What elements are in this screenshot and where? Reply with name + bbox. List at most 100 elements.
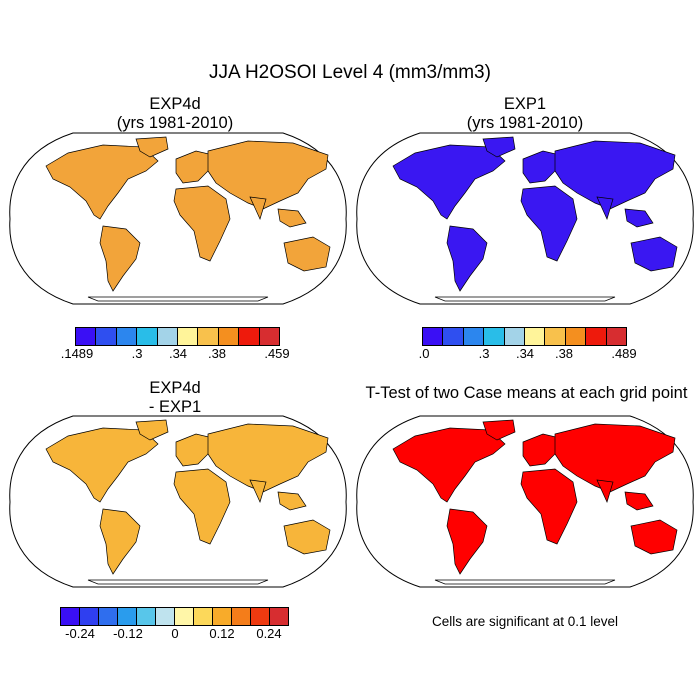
colorbar-swatch-2 [99,608,118,625]
continent-africa [173,468,231,545]
colorbar-swatch-6 [198,328,219,345]
continent-asia [554,140,676,210]
map-panel-d [356,415,694,588]
continent-india [596,479,614,503]
colorbar-b-tick: .489 [611,346,637,361]
colorbar-swatch-0 [61,608,80,625]
colorbar-swatch-5 [156,608,175,625]
continent-africa [520,468,578,545]
continent-southeast-asia [624,491,654,511]
colorbar-swatch-3 [118,608,137,625]
map-panel-b [356,132,694,305]
colorbar-swatch-3 [484,328,505,345]
colorbar-swatch-7 [218,328,240,345]
land-fill-c [45,419,331,585]
continent-south-america [446,508,488,575]
panel-b-title-line2: (yrs 1981-2010) [466,114,584,132]
continent-north-america [45,144,159,220]
continent-antarctica-strip [434,579,616,585]
colorbar-a-tick: .1489 [60,346,94,361]
continent-europe [175,433,214,467]
panel-c-title-line1: EXP4d [149,379,201,397]
continent-south-america [99,508,141,575]
continent-greenland [135,419,169,441]
colorbar-swatch-4 [157,328,179,345]
colorbar-b [422,327,627,346]
continent-antarctica-strip [87,296,269,302]
colorbar-a-tick: .459 [264,346,290,361]
colorbar-swatch-10 [251,608,270,625]
continent-north-america [392,144,506,220]
panel-c-title: EXP4d - EXP1 [5,379,345,417]
colorbar-swatch-9 [232,608,251,625]
colorbar-swatch-0 [76,328,97,345]
colorbar-b-tick: .3 [478,346,490,361]
colorbar-swatch-6 [545,328,566,345]
colorbar-a-tick: .38 [207,346,227,361]
continent-greenland [482,419,516,441]
continent-southeast-asia [624,208,654,228]
continent-antarctica-strip [87,579,269,585]
land-fill-b [392,136,678,302]
colorbar-c-tick: 0.24 [256,626,282,641]
panel-c-title-line2: - EXP1 [148,398,202,416]
continent-greenland [135,136,169,158]
colorbar-c-tick: 0.12 [209,626,235,641]
panel-a-title-line2: (yrs 1981-2010) [116,114,234,132]
continent-africa [520,185,578,262]
colorbar-swatch-5 [525,328,546,345]
continent-australia [283,236,331,272]
continent-greenland [482,136,516,158]
continent-southeast-asia [277,208,307,228]
continent-europe [175,150,214,184]
figure-title: JJA H2OSOI Level 4 (mm3/mm3) [209,62,491,83]
panel-d-title-line1: T-Test of two Case means at each grid po… [365,384,688,402]
colorbar-swatch-2 [116,328,138,345]
continent-europe [522,150,561,184]
colorbar-swatch-9 [606,328,627,345]
continent-australia [283,519,331,555]
panel-b-title: EXP1 (yrs 1981-2010) [355,95,695,133]
colorbar-swatch-2 [463,328,485,345]
continent-asia [207,423,329,493]
colorbar-c-tick: -0.24 [65,626,95,641]
colorbar-b-tick: .34 [515,346,535,361]
colorbar-c-tick: -0.12 [113,626,143,641]
continent-north-america [45,427,159,503]
colorbar-c-tick: 0 [171,626,179,641]
colorbar-swatch-0 [423,328,444,345]
continent-asia [554,423,676,493]
colorbar-swatch-6 [175,608,194,625]
colorbar-b-tick: .0 [418,346,430,361]
continent-africa [173,185,231,262]
continent-australia [630,236,678,272]
continent-south-america [446,225,488,292]
continent-australia [630,519,678,555]
land-fill-d [392,419,678,585]
colorbar-a-tick: .34 [168,346,188,361]
continent-south-america [99,225,141,292]
continent-india [249,479,267,503]
panel-a-title-line1: EXP4d [149,95,201,113]
colorbar-swatch-3 [137,328,158,345]
panel-d-title: T-Test of two Case means at each grid po… [353,384,700,403]
colorbar-a [75,327,280,346]
colorbar-swatch-8 [239,328,260,345]
colorbar-swatch-9 [259,328,280,345]
colorbar-swatch-1 [80,608,99,625]
colorbar-swatch-7 [565,328,587,345]
continent-north-america [392,427,506,503]
panel-b-title-line1: EXP1 [503,95,547,113]
significance-note: Cells are significant at 0.1 level [431,614,619,629]
colorbar-swatch-11 [270,608,288,625]
continent-antarctica-strip [434,296,616,302]
continent-asia [207,140,329,210]
continent-india [596,196,614,220]
continent-europe [522,433,561,467]
continent-southeast-asia [277,491,307,511]
colorbar-swatch-8 [213,608,232,625]
colorbar-swatch-8 [586,328,607,345]
colorbar-swatch-1 [96,328,117,345]
colorbar-swatch-4 [137,608,156,625]
continent-india [249,196,267,220]
